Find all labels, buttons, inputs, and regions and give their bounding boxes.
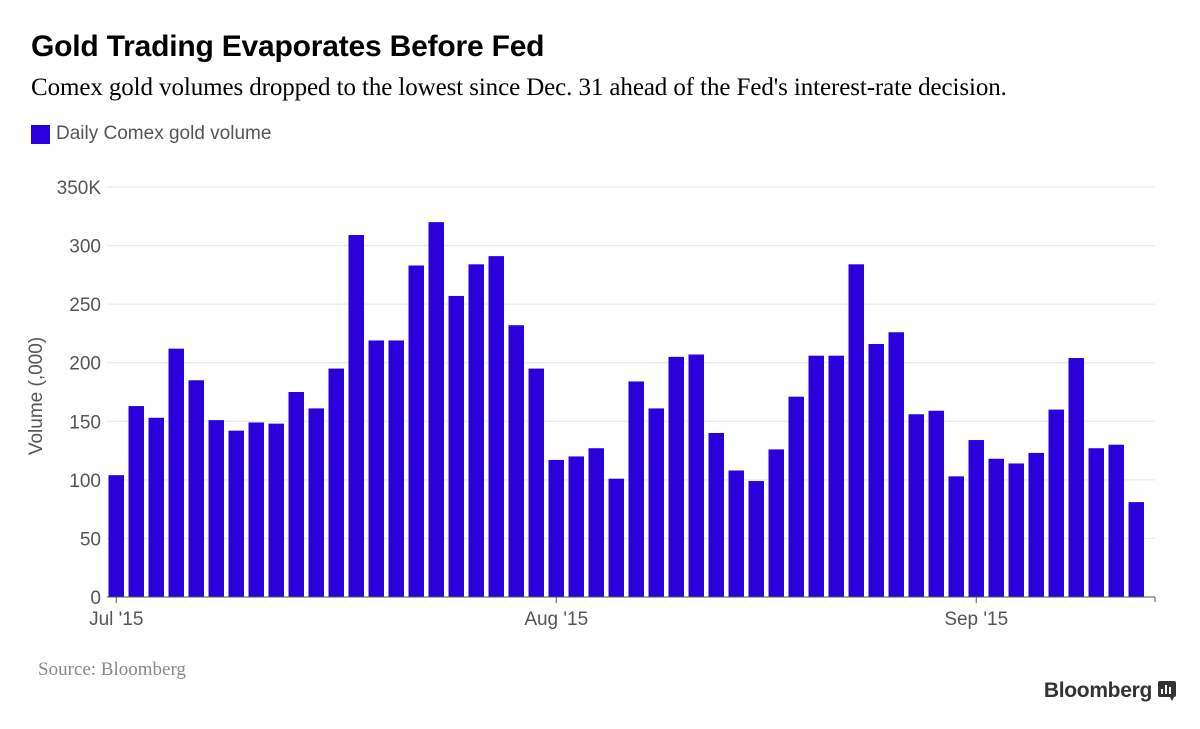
bar (208, 420, 224, 597)
legend: Daily Comex gold volume (31, 122, 271, 146)
bar (248, 422, 264, 597)
bar (328, 368, 344, 597)
bar (168, 348, 184, 597)
bar (428, 222, 444, 597)
bar (528, 368, 544, 597)
bar (408, 265, 424, 597)
bar (668, 356, 684, 597)
bar (1108, 444, 1124, 597)
y-axis-label: Volume (,000) (26, 337, 47, 455)
bar (508, 325, 524, 597)
bar (1048, 409, 1064, 597)
bar (788, 396, 804, 597)
y-tick-label: 350K (57, 178, 102, 199)
bar (388, 340, 404, 597)
y-tick-label: 100 (69, 471, 101, 492)
bar (548, 459, 564, 597)
bar (1068, 358, 1084, 597)
y-tick-label: 50 (80, 529, 101, 550)
bar (1028, 452, 1044, 597)
bar (368, 340, 384, 597)
bar (728, 470, 744, 597)
bar (948, 476, 964, 597)
bar (688, 354, 704, 597)
bloomberg-chart-icon (1158, 681, 1176, 701)
x-tick-label: Sep '15 (944, 609, 1008, 630)
y-tick-label: 150 (69, 412, 101, 433)
bar (968, 440, 984, 597)
bar (928, 410, 944, 597)
bar (1128, 502, 1144, 597)
legend-swatch (31, 124, 50, 144)
bar (608, 478, 624, 597)
x-tick-label: Jul '15 (89, 609, 143, 630)
bar (128, 406, 144, 597)
bar (748, 481, 764, 597)
y-tick-label: 0 (90, 588, 101, 609)
brand-name: Bloomberg (1043, 679, 1152, 702)
bar (188, 380, 204, 597)
bar (568, 456, 584, 597)
bar (708, 433, 724, 597)
bar (268, 423, 284, 597)
bar (148, 417, 164, 597)
bar (848, 264, 864, 597)
legend-label: Daily Comex gold volume (56, 123, 272, 144)
bar (768, 449, 784, 597)
bars (108, 222, 1144, 597)
bar (108, 475, 124, 597)
bar (868, 343, 884, 597)
bar (288, 392, 304, 597)
source-note: Source: Bloomberg (38, 659, 186, 680)
bar (448, 295, 464, 597)
bar (488, 256, 504, 597)
x-tick-label: Aug '15 (524, 609, 588, 630)
bar (908, 414, 924, 597)
bar (988, 458, 1004, 597)
brand-logo: Bloomberg (1044, 679, 1176, 703)
bar (468, 264, 484, 597)
axes: 0 50 100 150 200 250 300 350K Jul '15 Aug '15 Sep … (26, 178, 1156, 630)
y-tick-label: 300 (69, 237, 101, 258)
bar (588, 448, 604, 597)
bar (628, 381, 644, 597)
chart-subtitle: Comex gold volumes dropped to the lowest… (31, 74, 1007, 101)
bar (808, 355, 824, 597)
y-tick-label: 250 (69, 295, 101, 316)
bar (888, 332, 904, 597)
bar (1008, 463, 1024, 597)
bar (308, 408, 324, 597)
bar (1088, 448, 1104, 597)
chart-title: Gold Trading Evaporates Before Fed (31, 30, 545, 63)
bar (348, 235, 364, 597)
bar (648, 408, 664, 597)
bar (228, 430, 244, 597)
bar (828, 355, 844, 597)
y-tick-label: 200 (69, 354, 101, 375)
